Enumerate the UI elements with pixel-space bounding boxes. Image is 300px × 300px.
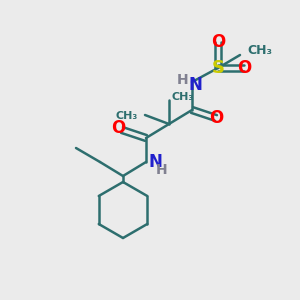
Text: CH₃: CH₃ <box>116 111 138 121</box>
Text: CH₃: CH₃ <box>172 92 194 102</box>
Text: O: O <box>211 33 225 51</box>
Text: H: H <box>156 163 168 177</box>
Text: N: N <box>148 153 162 171</box>
Text: O: O <box>209 109 223 127</box>
Text: O: O <box>237 59 251 77</box>
Text: H: H <box>177 73 189 87</box>
Text: S: S <box>212 59 224 77</box>
Text: O: O <box>111 119 125 137</box>
Text: CH₃: CH₃ <box>247 44 272 56</box>
Text: N: N <box>188 76 202 94</box>
